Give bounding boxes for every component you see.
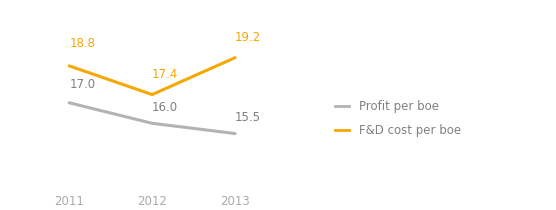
- Text: 17.4: 17.4: [152, 68, 178, 81]
- Text: 17.0: 17.0: [69, 79, 95, 92]
- Text: 19.2: 19.2: [235, 31, 261, 44]
- Text: 15.5: 15.5: [235, 111, 261, 124]
- Legend: Profit per boe, F&D cost per boe: Profit per boe, F&D cost per boe: [335, 100, 461, 137]
- Text: 18.8: 18.8: [69, 38, 95, 50]
- Text: 16.0: 16.0: [152, 101, 178, 114]
